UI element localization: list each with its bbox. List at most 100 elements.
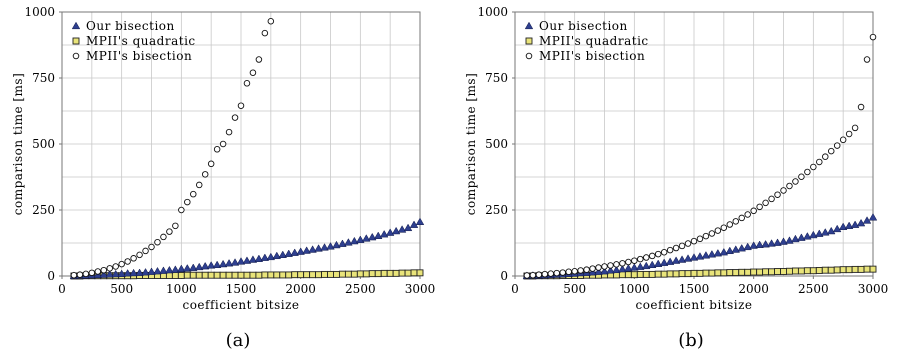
data-point-circle: [237, 102, 245, 109]
chart-panel-b: 0 500 1000 1500 2000 2500 3000 0 250 500 750 1000 co…: [453, 0, 906, 352]
legend-marker-triangle: [71, 21, 81, 30]
data-point-square: [732, 269, 740, 277]
data-point-circle: [708, 230, 716, 237]
data-point-square: [845, 266, 853, 274]
data-point-triangle: [761, 240, 770, 248]
data-point-square: [386, 269, 394, 277]
data-point-square: [201, 271, 209, 279]
data-point-circle: [816, 158, 823, 166]
data-point-circle: [696, 235, 704, 243]
data-point-square: [833, 266, 841, 274]
data-point-square: [768, 268, 776, 276]
data-point-circle: [100, 266, 108, 274]
data-point-triangle: [183, 264, 192, 272]
data-point-circle: [82, 270, 90, 278]
data-point-triangle: [278, 250, 287, 258]
data-point-triangle: [117, 269, 126, 277]
data-point-triangle: [838, 222, 848, 230]
data-point-square: [273, 271, 281, 279]
data-point-square: [863, 265, 871, 273]
data-point-triangle: [177, 264, 186, 272]
data-point-circle: [786, 182, 793, 190]
data-point-square: [315, 271, 323, 279]
data-point-square: [327, 270, 334, 278]
data-point-triangle: [379, 229, 389, 238]
data-point-square: [279, 271, 287, 279]
data-point-triangle: [230, 258, 240, 266]
data-point-circle: [589, 265, 596, 272]
y-tick-label: 250: [32, 203, 55, 217]
data-point-triangle: [737, 243, 746, 252]
data-point-triangle: [368, 232, 377, 241]
x-tick-label: 500: [563, 282, 586, 296]
data-point-triangle: [195, 262, 204, 271]
data-point-square: [297, 271, 305, 279]
data-point-square: [726, 269, 734, 277]
data-point-triangle: [212, 260, 222, 269]
data-point-triangle: [415, 217, 425, 225]
data-point-circle: [619, 260, 626, 267]
data-point-circle: [690, 237, 698, 245]
data-point-square: [714, 269, 722, 277]
x-axis-label: coefficient bitsize: [182, 298, 299, 312]
legend-marker-circle: [72, 52, 80, 60]
data-point-triangle: [403, 223, 413, 232]
data-point-square: [183, 271, 191, 279]
data-point-circle: [601, 263, 608, 270]
data-point-square: [189, 271, 197, 279]
data-point-triangle: [123, 269, 132, 277]
data-point-triangle: [105, 270, 114, 278]
y-tick-label: 500: [32, 137, 55, 151]
legend-label: Our bisection: [539, 19, 628, 33]
data-point-circle: [523, 272, 531, 279]
data-point-circle: [571, 267, 578, 275]
data-point-triangle: [850, 220, 860, 228]
data-point-circle: [780, 187, 787, 194]
data-point-circle: [130, 255, 137, 262]
legend-marker-circle: [525, 52, 533, 60]
data-point-triangle: [409, 220, 419, 228]
data-point-square: [762, 268, 770, 276]
data-point-circle: [839, 136, 847, 144]
data-point-circle: [595, 264, 602, 271]
data-point-triangle: [767, 239, 776, 247]
x-tick-label: 3000: [405, 282, 436, 296]
data-point-circle: [672, 244, 680, 252]
data-point-square: [708, 269, 716, 277]
data-point-square: [213, 271, 221, 279]
data-point-square: [815, 267, 823, 274]
data-point-square: [356, 270, 364, 278]
data-point-circle: [822, 153, 829, 160]
data-point-triangle: [159, 266, 168, 274]
data-point-circle: [577, 267, 584, 274]
y-axis-label: comparison time [ms]: [11, 73, 25, 216]
data-point-square: [786, 267, 793, 275]
data-point-triangle: [677, 255, 687, 263]
y-tick-label: 750: [485, 71, 508, 85]
data-point-triangle: [659, 258, 669, 266]
data-point-triangle: [165, 265, 174, 274]
data-point-circle: [166, 228, 173, 235]
data-point-square: [684, 270, 692, 278]
data-point-circle: [261, 29, 269, 37]
data-point-circle: [243, 80, 251, 87]
legend-label: MPII's bisection: [86, 49, 192, 63]
data-point-triangle: [648, 260, 657, 269]
data-point-circle: [845, 130, 853, 138]
data-point-triangle: [111, 269, 120, 278]
data-point-square: [344, 270, 352, 278]
data-point-triangle: [749, 241, 758, 249]
data-point-circle: [225, 128, 233, 136]
data-point-square: [809, 267, 817, 275]
data-point-square: [321, 270, 328, 278]
data-point-circle: [625, 258, 632, 266]
data-point-circle: [726, 221, 734, 228]
data-point-triangle: [606, 266, 615, 274]
data-point-triangle: [642, 261, 651, 270]
data-point-triangle: [254, 254, 264, 262]
data-point-triangle: [129, 268, 138, 277]
data-point-circle: [643, 254, 650, 261]
data-point-triangle: [832, 224, 842, 233]
data-point-square: [821, 266, 829, 274]
legend-marker-square: [72, 37, 80, 45]
